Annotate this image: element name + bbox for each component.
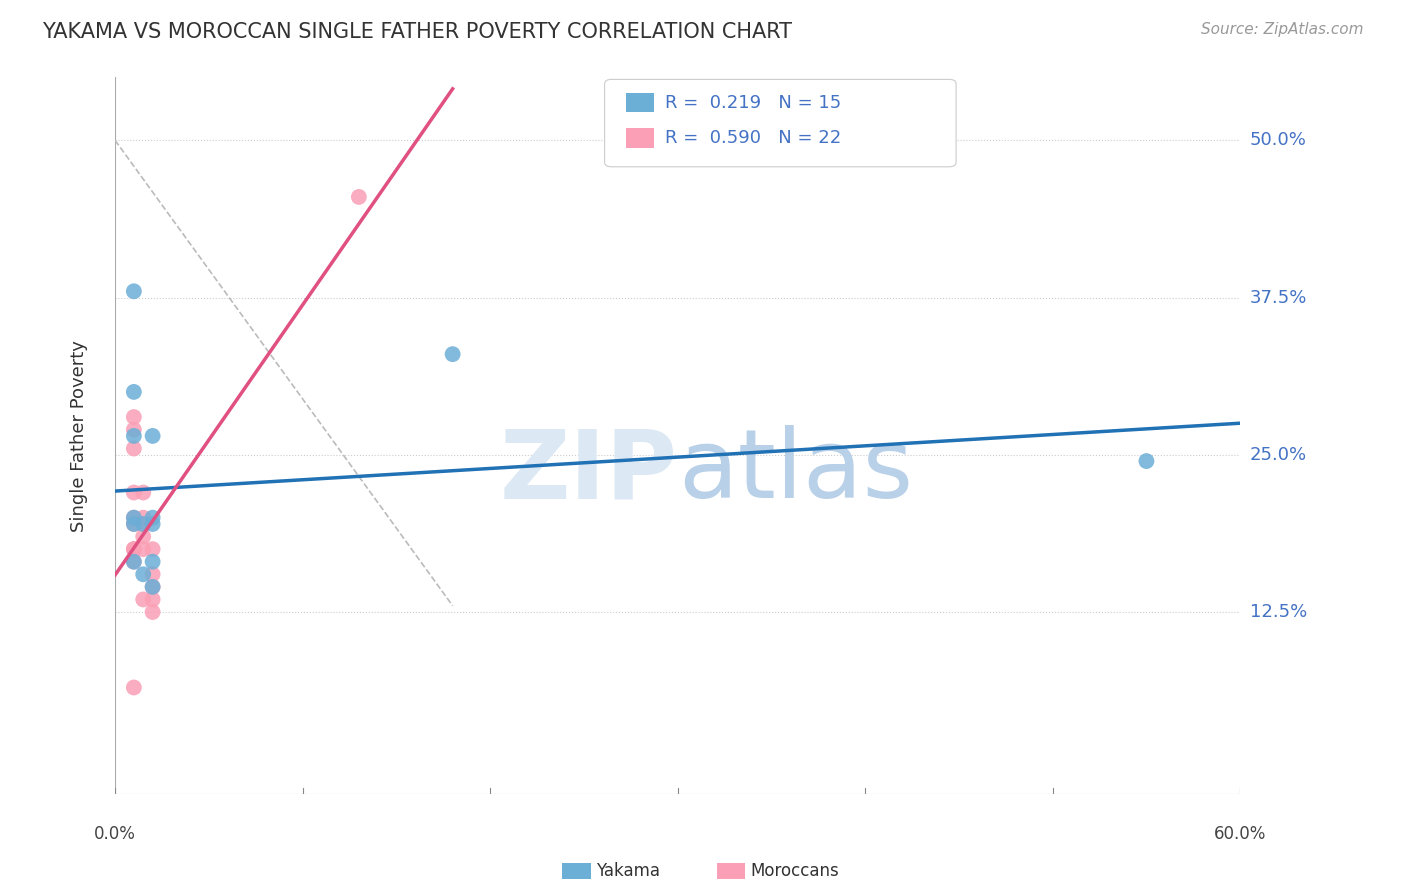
Point [122, 285, 145, 299]
Point [142, 542, 165, 557]
Text: Yakama: Yakama [596, 863, 661, 880]
Point [142, 567, 165, 582]
Text: 60.0%: 60.0% [1213, 824, 1267, 843]
Point [122, 681, 145, 695]
Point [132, 567, 155, 582]
Point [122, 384, 145, 399]
Point [132, 485, 155, 500]
Point [122, 510, 145, 524]
Text: YAKAMA VS MOROCCAN SINGLE FATHER POVERTY CORRELATION CHART: YAKAMA VS MOROCCAN SINGLE FATHER POVERTY… [42, 22, 792, 42]
Text: 25.0%: 25.0% [1250, 446, 1306, 464]
Point [132, 516, 155, 531]
Point [347, 190, 370, 204]
Text: Source: ZipAtlas.com: Source: ZipAtlas.com [1201, 22, 1364, 37]
Point [122, 516, 145, 531]
Point [122, 429, 145, 443]
Text: 37.5%: 37.5% [1250, 288, 1308, 307]
Text: 0.0%: 0.0% [94, 824, 136, 843]
Text: 50.0%: 50.0% [1250, 131, 1306, 149]
Point [122, 423, 145, 437]
Point [122, 410, 145, 425]
Point [132, 542, 155, 557]
Text: Moroccans: Moroccans [751, 863, 839, 880]
Text: R =  0.219   N = 15: R = 0.219 N = 15 [665, 94, 841, 112]
Point [142, 516, 165, 531]
Text: atlas: atlas [678, 425, 912, 518]
Point [132, 510, 155, 524]
Point [122, 442, 145, 456]
Text: R =  0.590   N = 22: R = 0.590 N = 22 [665, 129, 841, 147]
Point [142, 605, 165, 619]
Text: ZIP: ZIP [499, 425, 678, 518]
Point [142, 510, 165, 524]
Point [122, 542, 145, 557]
Point [1135, 454, 1157, 468]
Point [142, 555, 165, 569]
Point [132, 592, 155, 607]
Point [142, 580, 165, 594]
Text: 12.5%: 12.5% [1250, 603, 1306, 621]
Point [132, 516, 155, 531]
Point [122, 555, 145, 569]
Point [122, 542, 145, 557]
Point [122, 516, 145, 531]
Point [122, 485, 145, 500]
Point [142, 429, 165, 443]
Point [122, 555, 145, 569]
Point [142, 592, 165, 607]
Point [132, 530, 155, 544]
Point [142, 580, 165, 594]
Text: Single Father Poverty: Single Father Poverty [70, 340, 89, 532]
Point [122, 510, 145, 524]
Point [441, 347, 464, 361]
